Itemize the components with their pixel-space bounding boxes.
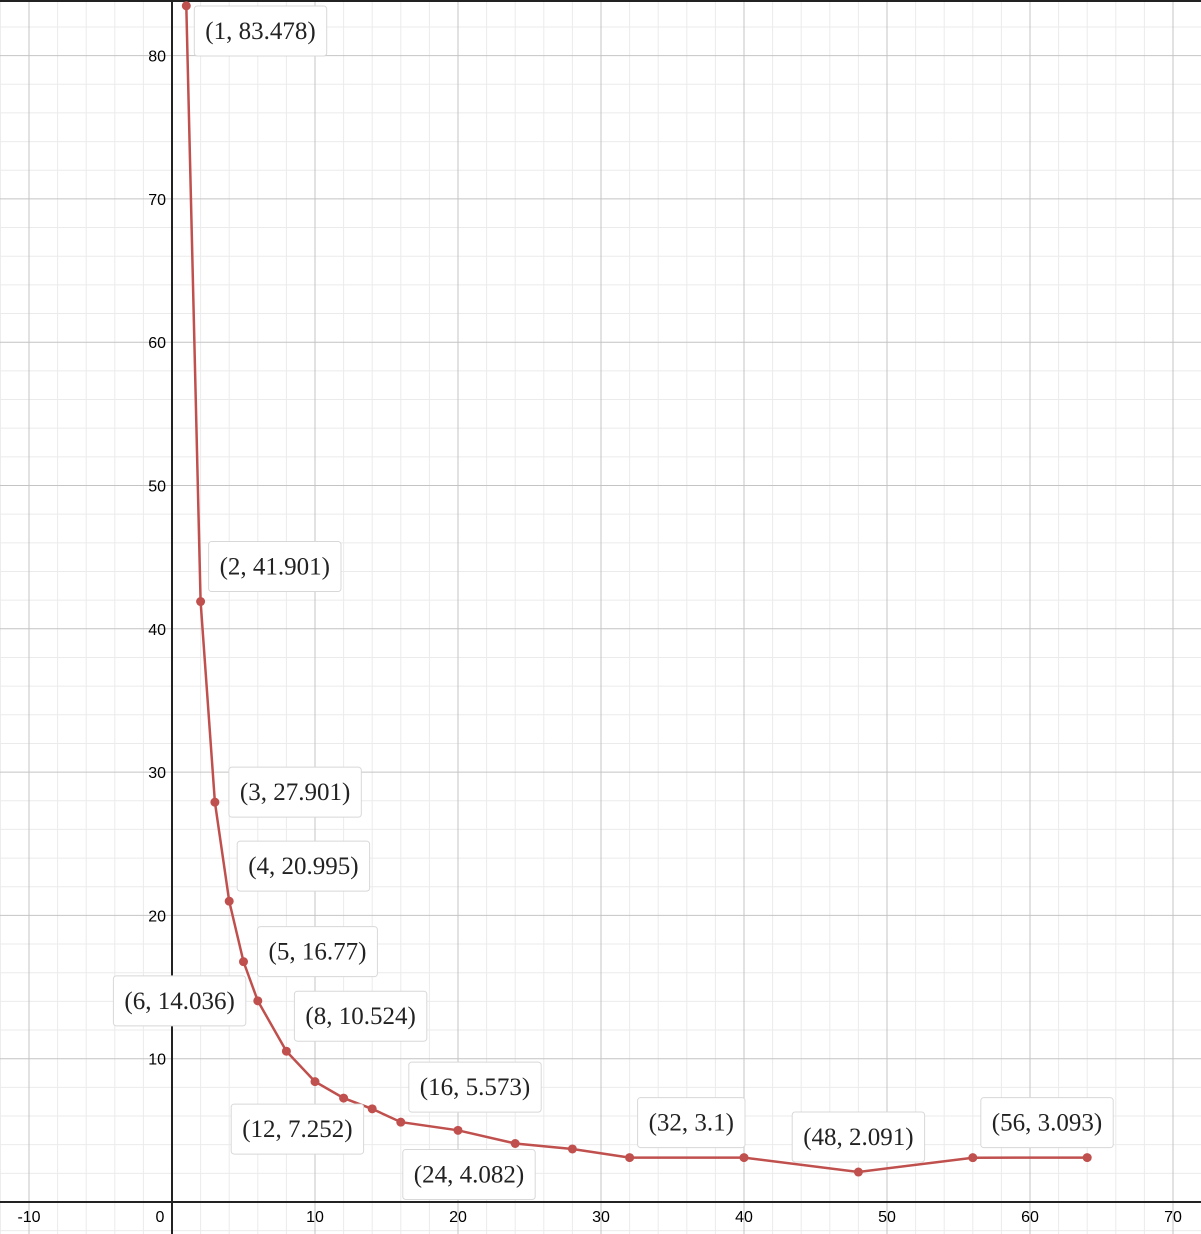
y-tick-label: 10 xyxy=(148,1052,166,1069)
point-label: (8, 10.524) xyxy=(293,990,428,1042)
x-tick-label: 40 xyxy=(735,1209,753,1226)
x-tick-label: 10 xyxy=(306,1209,324,1226)
point-label-box xyxy=(980,1097,1114,1149)
data-point[interactable] xyxy=(224,896,234,906)
x-tick-label: -10 xyxy=(17,1209,40,1226)
point-label: (48, 2.091) xyxy=(791,1111,926,1163)
point-label-box xyxy=(293,990,428,1042)
data-point[interactable] xyxy=(625,1153,635,1163)
x-tick-label: 0 xyxy=(156,1209,165,1226)
point-label-text: (56, 3.093) xyxy=(992,1110,1102,1137)
point-label-box xyxy=(257,926,378,978)
y-tick-label: 70 xyxy=(148,192,166,209)
data-point[interactable] xyxy=(853,1167,863,1177)
point-label-box xyxy=(791,1111,926,1163)
y-tick-label: 80 xyxy=(148,49,166,66)
point-label: (12, 7.252) xyxy=(230,1103,365,1155)
y-tick-label: 50 xyxy=(148,479,166,496)
point-label-text: (8, 10.524) xyxy=(305,1003,415,1030)
point-label-text: (12, 7.252) xyxy=(242,1116,352,1143)
point-label: (56, 3.093) xyxy=(980,1097,1114,1149)
data-point[interactable] xyxy=(310,1077,320,1087)
point-label: (16, 5.573) xyxy=(408,1061,542,1113)
point-label-text: (16, 5.573) xyxy=(420,1074,530,1101)
point-label-text: (24, 4.082) xyxy=(414,1162,524,1189)
y-tick-label: 40 xyxy=(148,622,166,639)
point-label-text: (4, 20.995) xyxy=(248,853,358,880)
data-point[interactable] xyxy=(181,1,191,11)
point-label-text: (1, 83.478) xyxy=(205,18,315,45)
point-label-box xyxy=(193,5,328,57)
point-label: (2, 41.901) xyxy=(208,541,342,593)
data-point[interactable] xyxy=(739,1153,749,1163)
data-series xyxy=(181,1,1092,1177)
data-point[interactable] xyxy=(253,996,263,1006)
y-tick-label: 60 xyxy=(148,335,166,352)
point-label-box xyxy=(637,1097,746,1149)
data-point[interactable] xyxy=(339,1093,349,1103)
tick-labels: -10 0 10 20 30 40 50 60 70 10 20 30 40 50 60 70 80 xyxy=(17,49,1182,1226)
point-label: (1, 83.478) xyxy=(193,5,328,57)
point-label-box xyxy=(230,1103,365,1155)
point-label: (5, 16.77) xyxy=(257,926,378,978)
data-point[interactable] xyxy=(510,1139,520,1149)
point-label-text: (5, 16.77) xyxy=(269,939,367,966)
x-tick-label: 50 xyxy=(878,1209,896,1226)
data-point[interactable] xyxy=(210,797,220,807)
y-tick-label: 20 xyxy=(148,908,166,925)
point-label-text: (48, 2.091) xyxy=(803,1124,913,1151)
point-label-text: (32, 3.1) xyxy=(649,1110,734,1137)
x-tick-label: 60 xyxy=(1021,1209,1039,1226)
y-tick-label: 30 xyxy=(148,765,166,782)
data-point[interactable] xyxy=(367,1104,377,1114)
point-label-box xyxy=(208,541,342,593)
data-point[interactable] xyxy=(1082,1153,1092,1163)
data-point[interactable] xyxy=(281,1046,291,1056)
point-label-text: (3, 27.901) xyxy=(240,779,350,806)
data-point[interactable] xyxy=(396,1117,406,1127)
point-label-box xyxy=(408,1061,542,1113)
point-labels: (1, 83.478) (2, 41.901) (3, 27.901) (4, 20.… xyxy=(112,5,1114,1201)
point-label-box xyxy=(402,1149,536,1201)
point-label: (3, 27.901) xyxy=(228,766,362,818)
point-label: (6, 14.036) xyxy=(112,975,247,1027)
data-point[interactable] xyxy=(968,1153,978,1163)
point-label-box xyxy=(236,840,371,892)
x-tick-label: 30 xyxy=(592,1209,610,1226)
point-label-box xyxy=(112,975,247,1027)
data-point[interactable] xyxy=(196,597,206,607)
point-label-text: (6, 14.036) xyxy=(124,988,234,1015)
x-tick-label: 70 xyxy=(1164,1209,1182,1226)
data-point[interactable] xyxy=(567,1144,577,1154)
point-label-box xyxy=(228,766,362,818)
data-point[interactable] xyxy=(239,957,248,967)
point-label: (4, 20.995) xyxy=(236,840,371,892)
data-point[interactable] xyxy=(453,1125,463,1135)
x-tick-label: 20 xyxy=(449,1209,467,1226)
point-label-text: (2, 41.901) xyxy=(220,554,330,581)
point-label: (24, 4.082) xyxy=(402,1149,536,1201)
point-label: (32, 3.1) xyxy=(637,1097,746,1149)
